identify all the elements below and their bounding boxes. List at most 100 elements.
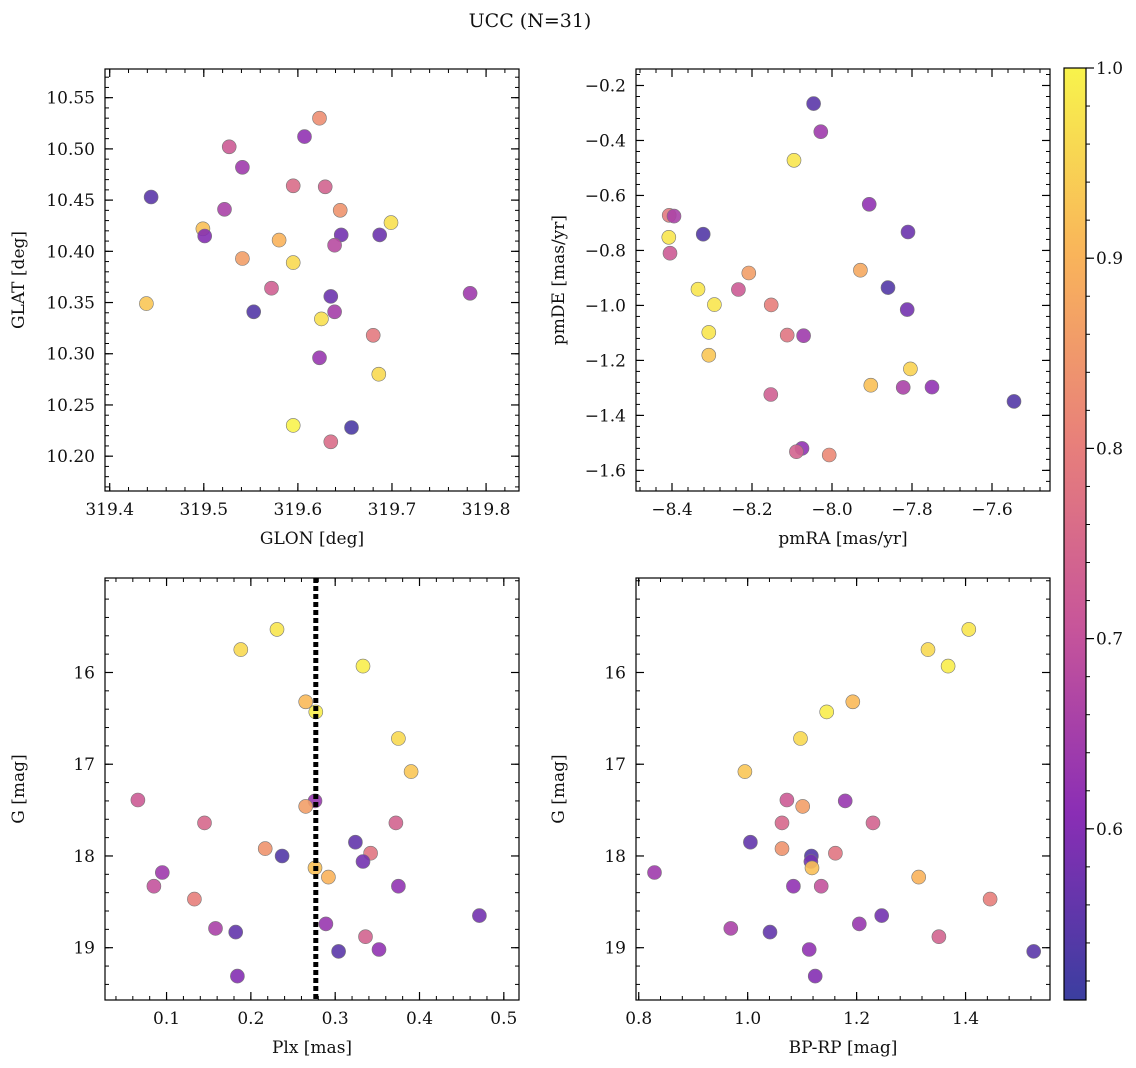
x-tick-label: 1.2 — [843, 1009, 870, 1029]
colorbar-tick-label: 0.7 — [1096, 630, 1123, 650]
x-tick-label: 319.5 — [179, 500, 228, 520]
data-point — [662, 245, 678, 261]
data-point — [920, 642, 936, 657]
data-point — [235, 251, 250, 266]
y-tick-label: 19 — [604, 939, 626, 959]
data-point — [813, 878, 829, 894]
data-point — [899, 302, 915, 317]
data-point — [314, 311, 329, 327]
data-point — [317, 179, 333, 195]
data-point — [779, 792, 795, 808]
data-point — [332, 203, 348, 218]
data-point — [321, 869, 336, 885]
data-point — [647, 865, 662, 880]
data-point — [807, 968, 823, 984]
y-tick-label: 10.55 — [46, 89, 95, 109]
data-point — [731, 282, 746, 297]
x-tick-label: −8.4 — [651, 500, 692, 520]
data-point — [695, 226, 711, 242]
data-point — [246, 304, 261, 320]
plot-frame — [635, 68, 1051, 492]
data-point — [837, 793, 853, 809]
data-point — [707, 297, 722, 312]
x-tick-label: −7.6 — [971, 500, 1012, 520]
panel-proper-motion: −8.4 −8.2 −8.0 −7.8 −7.6 −1.6 −1.4 −1.2 −1.0 −0.8… — [549, 68, 1051, 549]
data-point — [786, 878, 801, 894]
y-tick-label: −0.2 — [585, 76, 626, 96]
panel-glon-glat: 319.4 319.5 319.6 319.7 319.8 10.20 10.25 10.30… — [9, 68, 520, 549]
data-point — [1026, 944, 1041, 959]
data-point — [741, 265, 757, 281]
y-tick-label: 19 — [73, 939, 95, 959]
data-point — [187, 891, 202, 907]
data-point — [403, 764, 419, 779]
colorbar-gradient — [1063, 67, 1087, 1001]
x-tick-label: 1.0 — [734, 1009, 761, 1029]
data-point — [298, 799, 314, 814]
colorbar-tick-label: 0.6 — [1096, 820, 1123, 840]
data-point — [661, 230, 677, 245]
data-point — [723, 921, 739, 936]
data-point — [462, 285, 478, 301]
data-point — [865, 815, 881, 831]
data-point — [701, 325, 717, 340]
data-point — [931, 929, 947, 945]
x-axis-label: GLON [deg] — [260, 529, 364, 549]
data-point — [217, 202, 232, 217]
data-point — [146, 878, 162, 894]
data-point — [786, 153, 802, 168]
data-point — [365, 327, 381, 343]
y-axis-label: G [mag] — [549, 754, 569, 823]
data-point — [903, 361, 918, 377]
data-point — [323, 289, 339, 304]
x-tick-label: 0.1 — [153, 1009, 180, 1029]
data-point — [779, 327, 795, 343]
data-point — [813, 124, 829, 139]
data-point — [327, 237, 342, 253]
x-tick-label: −8.0 — [811, 500, 852, 520]
figure-title: UCC (N=31) — [469, 10, 592, 32]
data-point — [327, 304, 342, 320]
data-point — [961, 622, 977, 637]
data-point — [355, 658, 371, 674]
y-tick-label: −0.4 — [585, 131, 626, 151]
y-tick-label: 16 — [73, 663, 95, 683]
data-point — [344, 420, 359, 435]
data-point — [312, 110, 327, 126]
data-point — [743, 834, 758, 850]
data-point — [318, 916, 334, 932]
data-point — [701, 347, 717, 363]
data-point — [895, 380, 911, 395]
data-point — [372, 227, 388, 243]
data-point — [911, 869, 927, 885]
data-point — [472, 908, 487, 923]
y-tick-label: 16 — [604, 663, 626, 683]
data-point — [806, 96, 821, 111]
y-tick-label: −1.4 — [585, 406, 626, 426]
plot-frame — [635, 577, 1051, 1001]
x-tick-label: −8.2 — [731, 500, 772, 520]
data-point — [789, 444, 804, 460]
ticks: 319.4 319.5 319.6 319.7 319.8 10.20 10.25 10.30… — [46, 69, 519, 520]
data-point — [285, 178, 301, 194]
x-tick-label: 0.4 — [406, 1009, 433, 1029]
data-point — [285, 255, 301, 270]
data-point — [298, 694, 314, 710]
data-point — [139, 296, 154, 311]
data-point — [285, 418, 301, 433]
data-point — [312, 350, 327, 366]
x-tick-label: −7.8 — [891, 500, 932, 520]
y-tick-label: 17 — [604, 755, 626, 775]
data-point — [690, 281, 706, 297]
x-tick-label: 319.4 — [85, 500, 134, 520]
x-tick-label: 1.4 — [952, 1009, 979, 1029]
data-point — [323, 434, 339, 450]
x-axis-label: Plx [mas] — [272, 1038, 352, 1058]
scatter-points — [647, 622, 1041, 984]
data-point — [233, 642, 249, 657]
y-tick-label: −0.6 — [585, 186, 626, 206]
y-axis-label: G [mag] — [9, 754, 29, 823]
data-point — [333, 227, 349, 243]
y-axis-label: GLAT [deg] — [9, 231, 29, 329]
data-point — [853, 262, 868, 278]
